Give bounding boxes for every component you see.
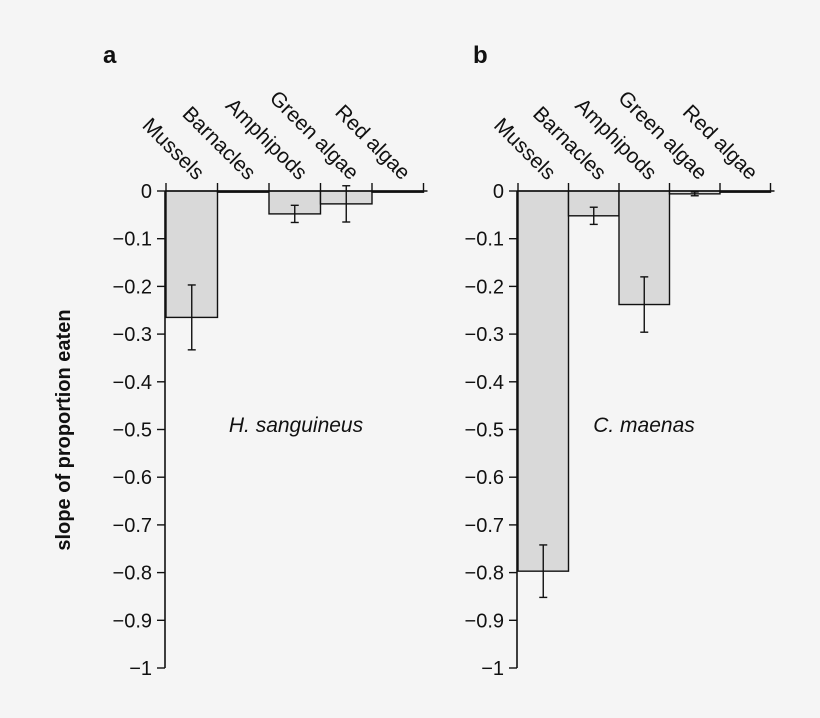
y-tick-label: −0.2 bbox=[113, 276, 152, 298]
y-tick-label: −0.5 bbox=[465, 420, 504, 442]
y-tick-label: 0 bbox=[493, 181, 504, 203]
y-tick-label: −0.4 bbox=[113, 372, 152, 394]
y-tick-label: −0.1 bbox=[113, 229, 152, 251]
bar-mussels bbox=[517, 190, 570, 572]
y-tick-label: −0.2 bbox=[465, 276, 504, 298]
y-tick-label: −0.9 bbox=[465, 610, 504, 632]
y-tick-label: −1 bbox=[481, 658, 504, 680]
y-tick-label: −0.1 bbox=[465, 229, 504, 251]
panel-b: b C. maenas 0 −0.1 −0.2 −0.3 −0.4 −0.5 −0.6 −0.7 −… bbox=[465, 42, 775, 680]
y-tick-label: −1 bbox=[129, 658, 152, 680]
y-tick-label: −0.8 bbox=[465, 563, 504, 585]
species-label: H. sanguineus bbox=[229, 414, 364, 437]
panel-a: a H. sanguineus 0 −0.1 −0.2 −0.3 −0.4 −0.5 −0.6 −… bbox=[103, 42, 428, 680]
y-tick-label: −0.6 bbox=[465, 467, 504, 489]
y-tick-label: −0.3 bbox=[113, 324, 152, 346]
y-tick-label: −0.4 bbox=[465, 372, 504, 394]
y-tick-label: −0.3 bbox=[465, 324, 504, 346]
y-tick-label: −0.5 bbox=[113, 420, 152, 442]
panel-letter: b bbox=[473, 42, 488, 69]
y-tick-label: −0.8 bbox=[113, 563, 152, 585]
y-axis-label: slope of proportion eaten bbox=[53, 309, 75, 550]
y-tick-label: −0.6 bbox=[113, 467, 152, 489]
y-tick-label: −0.9 bbox=[113, 610, 152, 632]
y-tick-label: −0.7 bbox=[465, 515, 504, 537]
y-tick-label: −0.7 bbox=[113, 515, 152, 537]
species-label: C. maenas bbox=[593, 414, 695, 437]
y-tick-label: 0 bbox=[141, 181, 152, 203]
panel-letter: a bbox=[103, 42, 117, 69]
